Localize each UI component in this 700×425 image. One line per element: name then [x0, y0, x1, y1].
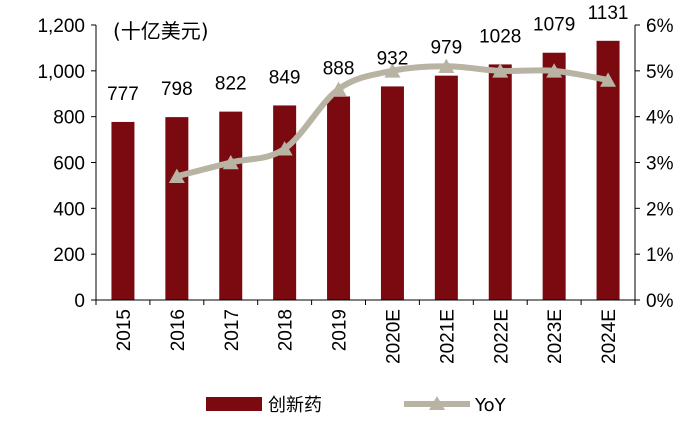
- data-label: 822: [215, 74, 247, 95]
- yoy-marker: [330, 81, 347, 96]
- yoy-marker: [438, 58, 455, 74]
- yoy-marker: [384, 63, 401, 78]
- left-tick-label: 0: [74, 291, 85, 312]
- data-label: 932: [377, 48, 409, 69]
- x-tick-label: 2017: [222, 309, 243, 351]
- right-tick-label: 2%: [646, 199, 674, 220]
- left-tick-label: 600: [53, 154, 85, 175]
- left-tick-label: 200: [53, 245, 85, 266]
- yoy-marker: [168, 168, 185, 184]
- x-tick-label: 2018: [276, 309, 297, 351]
- data-label: 1079: [533, 15, 575, 36]
- data-label: 849: [269, 67, 301, 88]
- right-tick-label: 5%: [646, 62, 674, 83]
- bar: [488, 64, 512, 301]
- x-tick-label: 2021E: [437, 309, 458, 364]
- right-tick-label: 4%: [646, 108, 674, 129]
- bar: [327, 96, 351, 300]
- legend-line-label: YoY: [474, 395, 507, 416]
- left-tick-label: 400: [53, 199, 85, 220]
- right-tick-label: 1%: [646, 245, 674, 266]
- yoy-marker: [546, 63, 563, 78]
- x-tick-label: 2016: [168, 309, 189, 351]
- data-labels: 777 798 822 849 888 932 979 1028 1079 1131: [107, 3, 628, 105]
- plot-area: 777 798 822 849 888 932 979 1028 1079 1131: [107, 3, 628, 301]
- left-axis-ticks: 0 200 400 600 800 1,000 1,200: [37, 16, 96, 312]
- left-tick-label: 1,200: [37, 16, 85, 37]
- bar: [219, 111, 243, 300]
- x-tick-label: 2019: [330, 309, 351, 351]
- x-axis-ticks: 2015 2016 2017 2018 2019 2020E 2021E 2022E 2023E…: [95, 300, 636, 364]
- legend-bar-swatch: [206, 397, 262, 411]
- bar: [165, 117, 189, 300]
- bar: [273, 105, 297, 300]
- legend-line-marker: [429, 396, 445, 410]
- data-label: 888: [323, 59, 355, 80]
- data-label: 798: [161, 79, 193, 100]
- x-tick-label: 2024E: [599, 309, 620, 364]
- bar: [434, 75, 458, 300]
- right-tick-label: 6%: [646, 16, 674, 37]
- x-tick-label: 2015: [114, 309, 135, 351]
- right-tick-label: 0%: [646, 291, 674, 312]
- bar: [380, 86, 404, 301]
- unit-label: (十亿美元): [113, 19, 209, 43]
- x-tick-label: 2023E: [545, 309, 566, 364]
- legend-bar-label: 创新药: [268, 395, 322, 416]
- right-axis-ticks: 0% 1% 2% 3% 4% 5% 6%: [635, 16, 674, 312]
- bar: [111, 121, 135, 300]
- line-series: [168, 58, 617, 184]
- x-tick-label: 2020E: [383, 309, 404, 364]
- bar-series: [111, 40, 620, 301]
- legend: 创新药 YoY: [206, 395, 507, 416]
- bar: [542, 52, 566, 300]
- x-tick-label: 2022E: [491, 309, 512, 364]
- left-tick-label: 800: [53, 108, 85, 129]
- data-label: 1131: [588, 3, 629, 24]
- left-tick-label: 1,000: [37, 62, 85, 83]
- bar: [596, 40, 620, 300]
- data-label: 979: [430, 38, 462, 59]
- yoy-marker: [276, 141, 293, 156]
- yoy-marker: [222, 154, 239, 170]
- yoy-marker: [600, 72, 617, 87]
- data-label: 1028: [479, 26, 521, 47]
- data-label: 777: [107, 84, 139, 105]
- right-tick-label: 3%: [646, 154, 674, 175]
- yoy-marker: [492, 63, 509, 78]
